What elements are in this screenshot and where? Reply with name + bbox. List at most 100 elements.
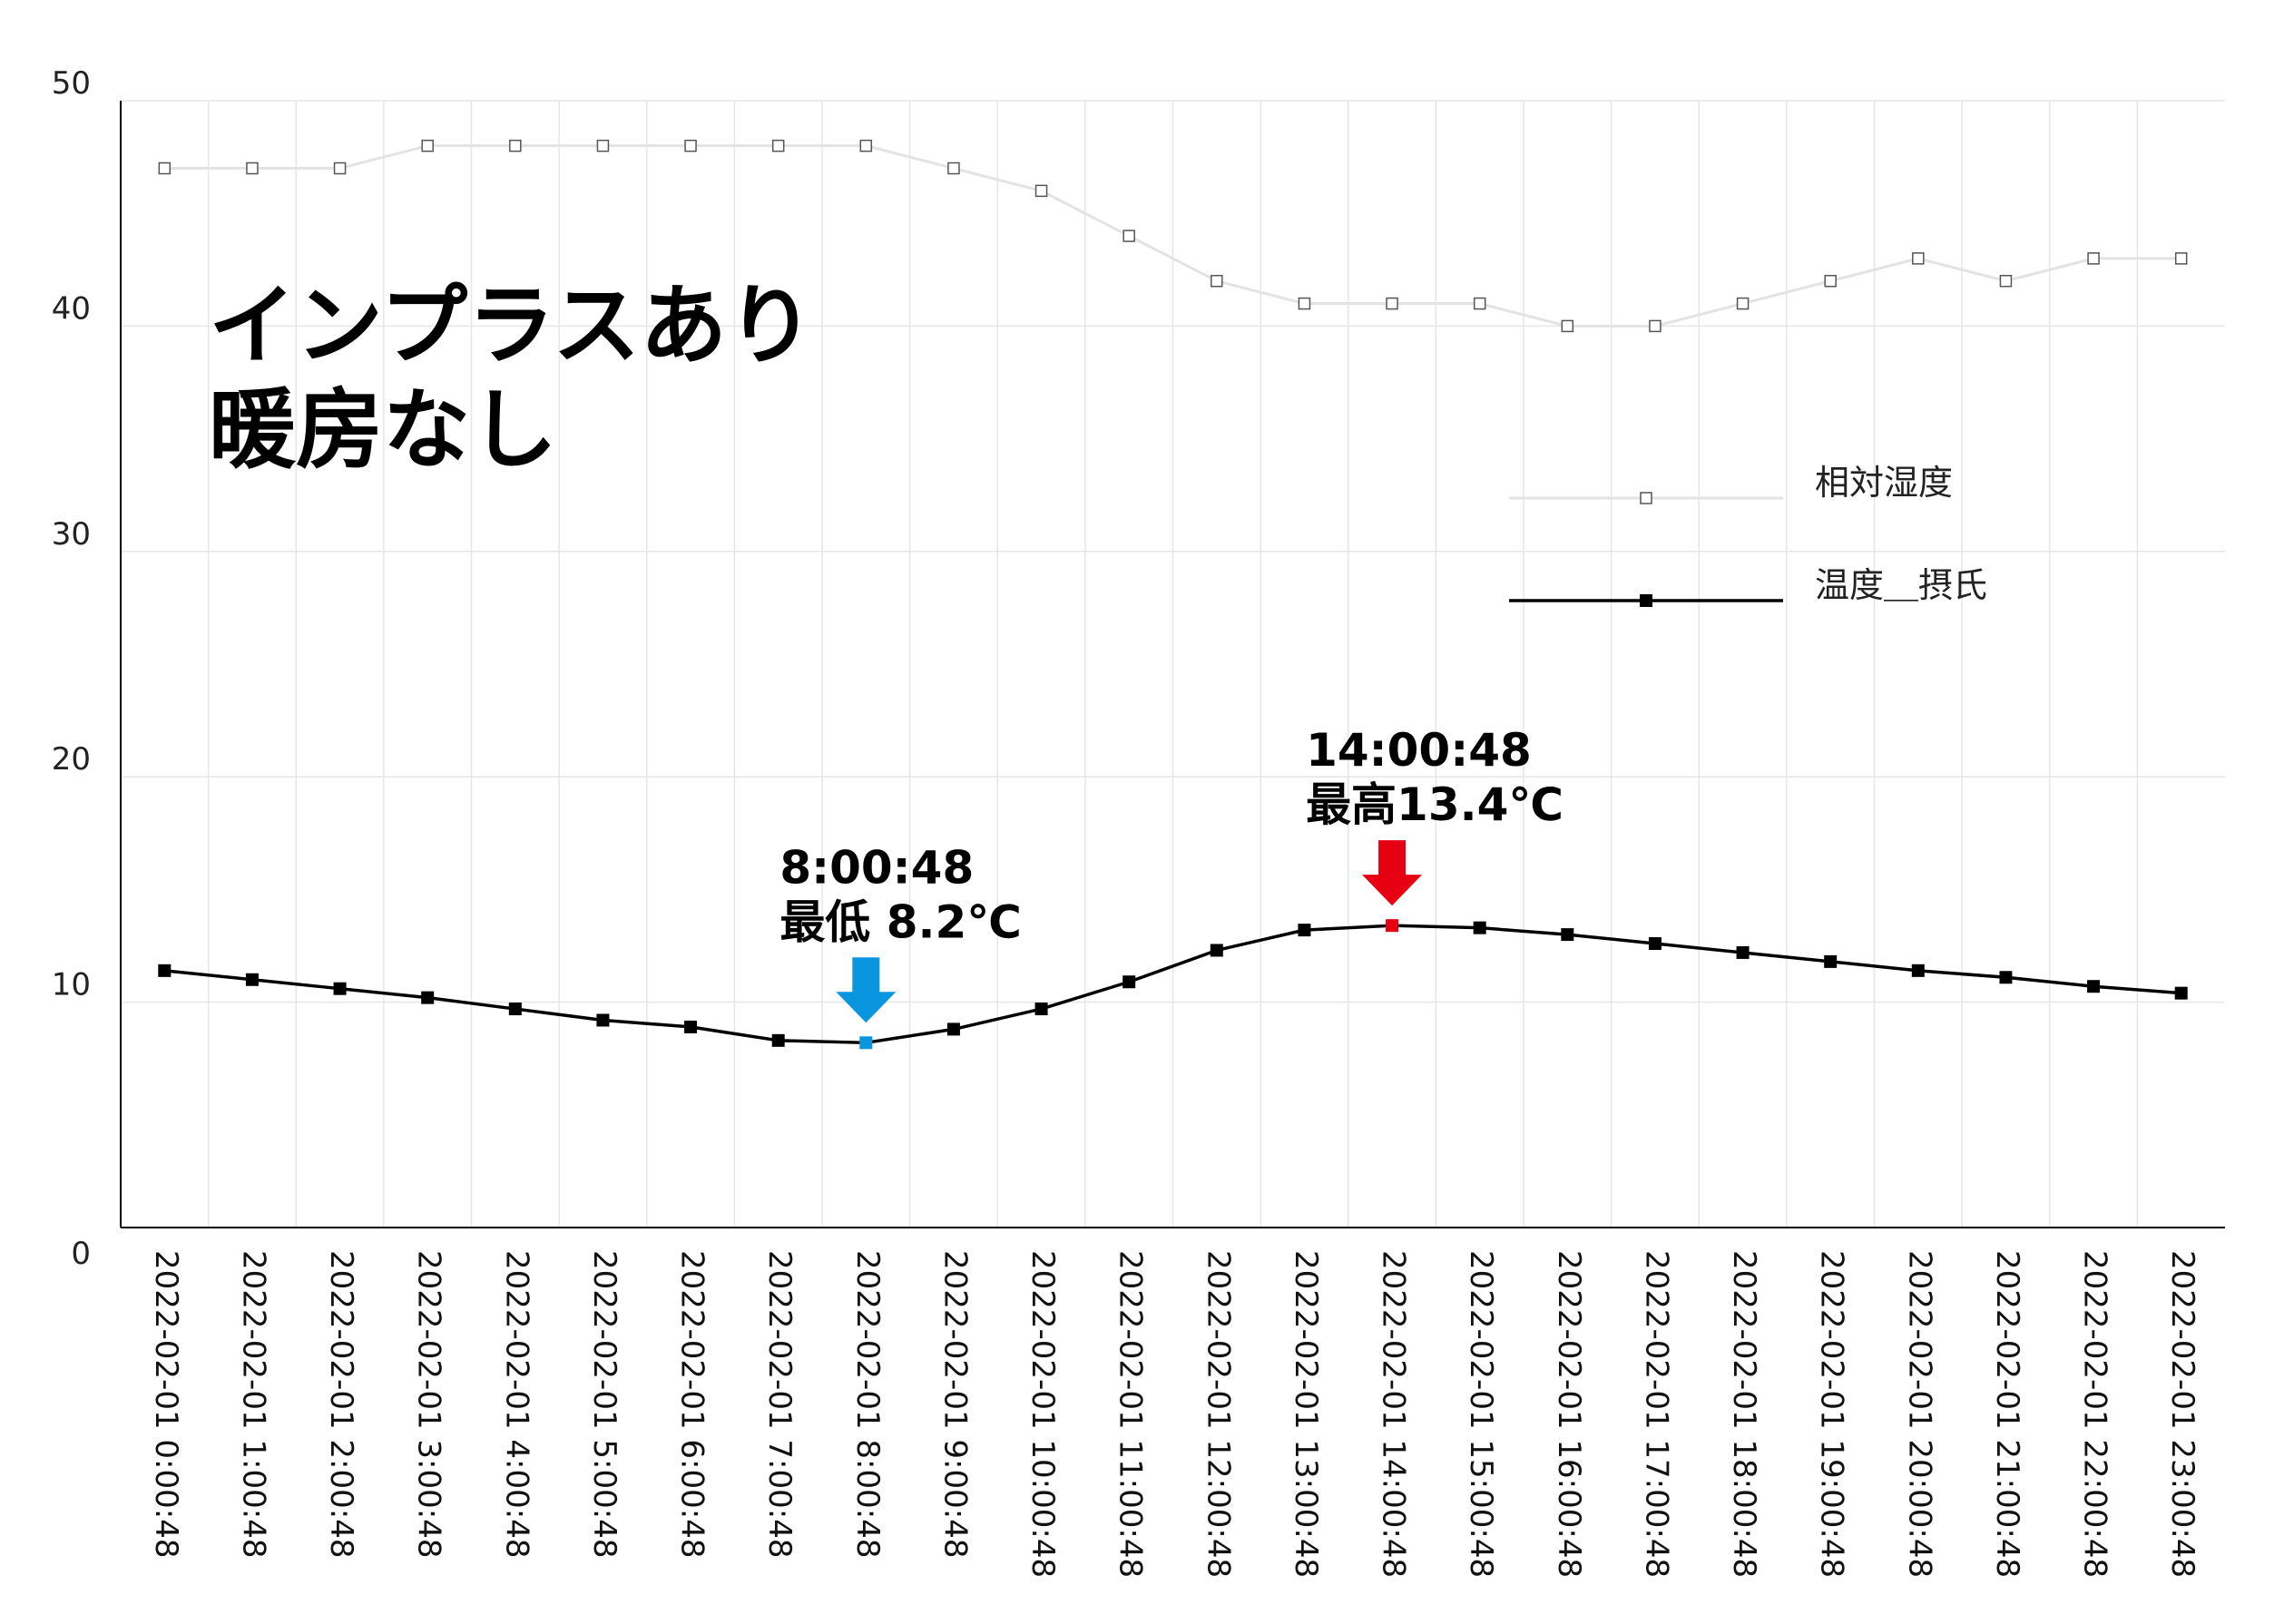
x-tick-label: 2022-02-01 1:00:48 [235,1250,271,1558]
humidity-point [1561,319,1574,333]
x-axis-ticks: 2022-02-01 0:00:48 2022-02-01 1:00:48 2022… [148,1250,2201,1578]
humidity-point [1122,230,1135,242]
series-line-0 [164,144,2181,328]
temperature-point [771,1033,785,1047]
temperature-point [859,1036,873,1050]
x-tick-label: 2022-02-01 4:00:48 [498,1250,534,1558]
x-tick-label: 2022-02-01 13:00:48 [1288,1250,1324,1578]
humidity-point [1298,297,1311,310]
x-tick-label: 2022-02-01 2:00:48 [323,1250,359,1558]
x-tick-label: 2022-02-01 11:00:48 [1113,1250,1149,1578]
humidity-point [684,139,697,152]
axes [120,101,2225,1228]
x-tick-label: 2022-02-01 6:00:48 [674,1250,711,1558]
overlay-title-line: インプラスあり [209,275,814,377]
series [158,139,2188,1050]
temperature-point [596,1013,610,1027]
temperature-point [1298,924,1311,937]
humidity-point [509,139,522,152]
temperature-point [1386,919,1399,933]
y-axis-ticks: 0 10 20 30 40 50 [52,65,91,1272]
y-tick-label: 40 [52,290,91,327]
humidity-point [947,161,960,175]
legend-marker [1640,594,1652,607]
temperature-point [1999,971,2013,984]
temperature-point [1648,937,1662,951]
humidity-point [246,161,259,175]
annotation-value: 最低 8.2℃ [779,895,1022,948]
temperature-point [1911,964,1925,977]
humidity-point [2174,252,2188,265]
temperature-point [1473,921,1486,934]
temperature-point [333,982,347,995]
x-tick-label: 2022-02-01 0:00:48 [148,1250,184,1558]
x-tick-label: 2022-02-01 8:00:48 [849,1250,886,1558]
humidity-point [1473,297,1486,310]
temperature-point [1122,975,1136,989]
x-tick-label: 2022-02-01 3:00:48 [411,1250,447,1558]
humidity-point [1034,184,1048,198]
temperature-point [1561,928,1574,942]
temperature-point [1736,945,1750,959]
temperature-point [1824,954,1838,968]
temperature-point [508,1003,522,1016]
humidity-point [1999,274,2013,288]
overlay-title-line: 暖房なし [209,379,557,481]
x-tick-label: 2022-02-01 17:00:48 [1638,1250,1674,1578]
x-tick-label: 2022-02-01 23:00:48 [2164,1250,2201,1578]
humidity-point [158,161,172,175]
legend-label: 温度＿摂氏 [1815,565,1987,605]
x-tick-label: 2022-02-01 12:00:48 [1200,1250,1236,1578]
humidity-point [421,139,434,152]
temperature-point [2087,980,2101,993]
x-tick-label: 2022-02-01 22:00:48 [2077,1250,2113,1578]
x-tick-label: 2022-02-01 16:00:48 [1551,1250,1587,1578]
x-tick-label: 2022-02-01 20:00:48 [1901,1250,1937,1578]
legend-label: 相対湿度 [1815,463,1953,503]
humidity-point [1736,297,1750,310]
x-tick-label: 2022-02-01 10:00:48 [1024,1250,1061,1578]
annotation-arrow-0 [836,957,897,1023]
annotation-time: 14:00:48 [1306,724,1532,777]
y-tick-label: 50 [52,65,91,102]
x-tick-label: 2022-02-01 15:00:48 [1463,1250,1499,1578]
annotation-time: 8:00:48 [779,841,974,894]
annotation-arrow-1 [1362,840,1423,906]
legend-marker [1640,492,1652,504]
temperature-point [684,1020,698,1033]
humidity-point [771,139,785,152]
temperature-point [158,964,172,977]
series-line-1 [164,924,2181,1045]
temperature-point [421,991,435,1004]
x-tick-label: 2022-02-01 18:00:48 [1726,1250,1762,1578]
temperature-point [1210,944,1223,957]
x-tick-label: 2022-02-01 7:00:48 [761,1250,798,1558]
humidity-point [1649,319,1662,333]
annotation-value: 最高13.4℃ [1306,778,1564,831]
humidity-point [1824,274,1837,288]
grid [121,100,2225,1228]
x-tick-label: 2022-02-01 9:00:48 [936,1250,973,1558]
humidity-point [2087,252,2100,265]
y-tick-label: 0 [71,1236,91,1272]
y-tick-label: 10 [52,967,91,1003]
humidity-point [1912,252,1925,265]
humidity-point [1211,274,1223,288]
x-tick-label: 2022-02-01 21:00:48 [1989,1250,2025,1578]
humidity-point [1386,297,1398,310]
x-tick-label: 2022-02-01 5:00:48 [586,1250,622,1558]
y-tick-label: 30 [52,516,91,553]
temperature-point [946,1022,960,1036]
temperature-point [245,973,259,986]
humidity-point [333,161,347,175]
humidity-point [596,139,610,152]
x-tick-label: 2022-02-01 14:00:48 [1376,1250,1412,1578]
temperature-point [1034,1003,1048,1016]
humidity-point [859,139,873,152]
y-tick-label: 20 [52,741,91,778]
temperature-point [2174,986,2188,1000]
